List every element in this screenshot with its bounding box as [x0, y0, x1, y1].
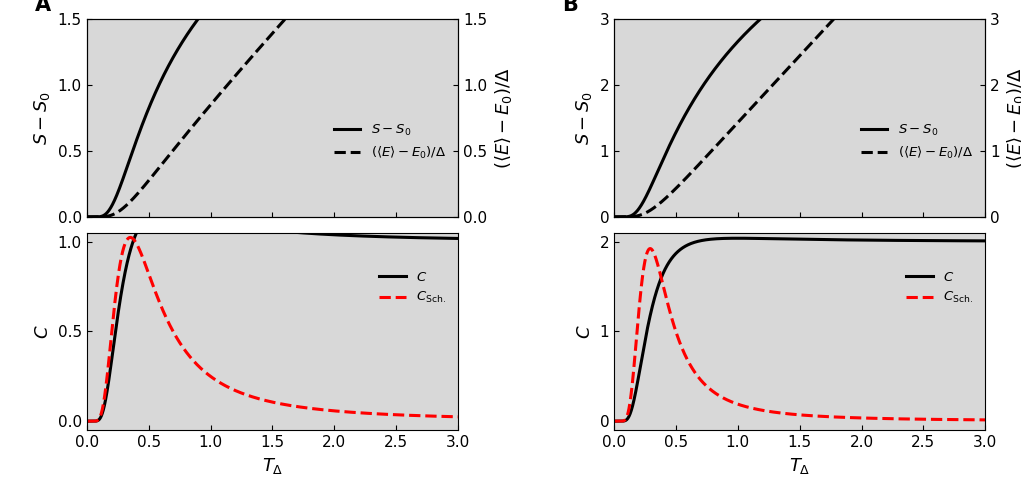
Y-axis label: $(\langle E\rangle - E_0)/\Delta$: $(\langle E\rangle - E_0)/\Delta$ [492, 68, 514, 169]
Legend: $C$, $C_{\rm Sch.}$: $C$, $C_{\rm Sch.}$ [374, 265, 451, 311]
Legend: $S - S_0$, $(\langle E\rangle - E_0)/\Delta$: $S - S_0$, $(\langle E\rangle - E_0)/\De… [329, 118, 451, 166]
Y-axis label: $S - S_0$: $S - S_0$ [574, 91, 594, 145]
Text: A: A [35, 0, 51, 16]
Y-axis label: $S - S_0$: $S - S_0$ [33, 91, 52, 145]
Legend: $C$, $C_{\rm Sch.}$: $C$, $C_{\rm Sch.}$ [902, 265, 979, 311]
Text: B: B [562, 0, 578, 16]
Legend: $S - S_0$, $(\langle E\rangle - E_0)/\Delta$: $S - S_0$, $(\langle E\rangle - E_0)/\De… [856, 118, 979, 166]
Y-axis label: $C$: $C$ [35, 324, 52, 339]
Y-axis label: $C$: $C$ [576, 324, 594, 339]
X-axis label: $T_{\Delta}$: $T_{\Delta}$ [789, 455, 811, 475]
X-axis label: $T_{\Delta}$: $T_{\Delta}$ [261, 455, 283, 475]
Y-axis label: $(\langle E\rangle - E_0)/\Delta$: $(\langle E\rangle - E_0)/\Delta$ [1006, 68, 1021, 169]
